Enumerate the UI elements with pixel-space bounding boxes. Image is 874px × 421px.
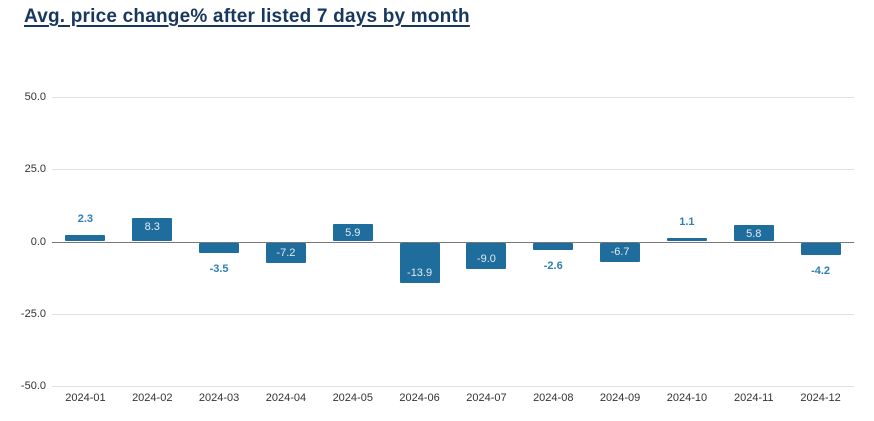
bar-value-label: -2.6 xyxy=(543,260,563,272)
bar-2024-03[interactable] xyxy=(199,242,240,253)
x-axis-tick-label: 2024-01 xyxy=(65,392,106,404)
bar-value-label: 5.9 xyxy=(345,227,361,240)
gridline xyxy=(52,169,854,171)
bar-value-label: 1.1 xyxy=(679,216,695,229)
bar-value-label: -13.9 xyxy=(407,266,433,279)
bar-value-label: 5.8 xyxy=(746,227,762,240)
bar-2024-05[interactable]: 5.9 xyxy=(332,224,373,242)
bar-value-label: 8.3 xyxy=(144,220,160,233)
x-axis-tick-label: 2024-07 xyxy=(466,392,507,404)
x-axis-tick-label: 2024-08 xyxy=(533,392,574,404)
x-axis-tick-label: 2024-06 xyxy=(399,392,440,404)
y-axis-tick-label: -50.0 xyxy=(20,380,46,392)
bar-value-label: -6.7 xyxy=(610,245,630,258)
bar-2024-06[interactable]: -13.9 xyxy=(399,242,440,283)
y-axis-tick-label: 25.0 xyxy=(24,163,46,176)
x-axis-tick-label: 2024-04 xyxy=(265,392,307,404)
bar-2024-07[interactable]: -9.0 xyxy=(466,242,507,269)
bar-2024-01[interactable] xyxy=(65,234,106,242)
x-axis-tick-label: 2024-05 xyxy=(332,392,373,404)
bar-2024-10[interactable] xyxy=(666,238,707,242)
gridline xyxy=(52,386,854,387)
bar-2024-12[interactable] xyxy=(800,242,841,255)
y-axis-tick-label: 50.0 xyxy=(24,91,46,103)
x-axis-tick-label: 2024-11 xyxy=(733,392,774,404)
y-axis-tick-label: 0.0 xyxy=(30,235,46,248)
x-axis-tick-label: 2024-03 xyxy=(198,392,240,404)
bar-value-label: 2.3 xyxy=(77,212,94,225)
chart-title: Avg. price change% after listed 7 days b… xyxy=(24,6,470,27)
x-axis-tick-label: 2024-02 xyxy=(132,392,173,404)
zero-line xyxy=(52,241,854,243)
bar-2024-11[interactable]: 5.8 xyxy=(733,224,774,242)
plot-area: 2.3 8.3 -3.5 -7.2 5.9 -13.9 -9.0 -2.6 -6.7 1.1 5.8… xyxy=(52,97,854,387)
bar-2024-02[interactable]: 8.3 xyxy=(132,217,173,242)
y-axis-tick-label: -25.0 xyxy=(20,307,46,320)
gridline xyxy=(52,313,854,315)
bar-2024-04[interactable]: -7.2 xyxy=(265,242,306,264)
bar-2024-09[interactable]: -6.7 xyxy=(600,242,641,262)
x-axis-tick-label: 2024-10 xyxy=(666,392,708,404)
bar-value-label: -3.5 xyxy=(209,262,229,275)
x-axis-tick-label: 2024-09 xyxy=(599,392,641,404)
gridline xyxy=(52,97,854,98)
bar-value-label: -7.2 xyxy=(276,247,296,260)
bar-value-label: -4.2 xyxy=(811,264,831,277)
bar-value-label: -9.0 xyxy=(476,252,496,265)
x-axis-tick-label: 2024-12 xyxy=(800,392,841,404)
bar-2024-08[interactable] xyxy=(533,242,574,250)
